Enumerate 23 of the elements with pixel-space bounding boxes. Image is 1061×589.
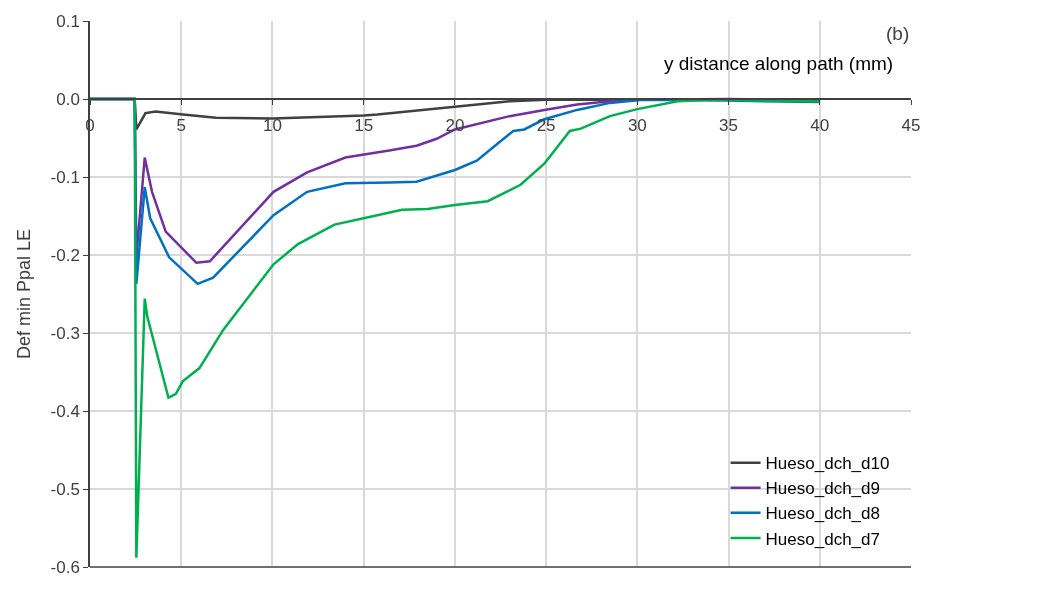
y-tick-label: -0.1 bbox=[50, 167, 80, 187]
x-tick-label: 35 bbox=[719, 116, 739, 136]
legend-label: Hueso_dch_d7 bbox=[765, 529, 880, 549]
y-tick-label: -0.6 bbox=[50, 557, 80, 577]
y-tick-label: -0.5 bbox=[50, 479, 80, 499]
x-tick-label: 5 bbox=[176, 116, 186, 136]
x-tick-label: 30 bbox=[627, 116, 647, 136]
y-tick-label: -0.4 bbox=[50, 401, 80, 421]
y-tick-label: 0.0 bbox=[56, 89, 80, 109]
legend-label: Hueso_dch_d9 bbox=[765, 479, 880, 499]
legend-label: Hueso_dch_d8 bbox=[765, 504, 880, 524]
x-axis-title: y distance along path (mm) bbox=[664, 53, 894, 74]
x-tick-label: 10 bbox=[262, 116, 282, 136]
x-tick-label: 15 bbox=[354, 116, 374, 136]
y-axis-title: Def min Ppal LE bbox=[14, 228, 35, 360]
x-tick-label: 45 bbox=[901, 116, 921, 136]
y-tick-label: 0.1 bbox=[56, 11, 80, 31]
y-tick-label: -0.2 bbox=[50, 245, 80, 265]
legend-label: Hueso_dch_d10 bbox=[765, 454, 890, 474]
x-tick-label: 40 bbox=[810, 116, 830, 136]
y-tick-label: -0.3 bbox=[50, 323, 80, 343]
x-tick-label: 25 bbox=[536, 116, 556, 136]
annotation: (b) bbox=[886, 23, 910, 44]
